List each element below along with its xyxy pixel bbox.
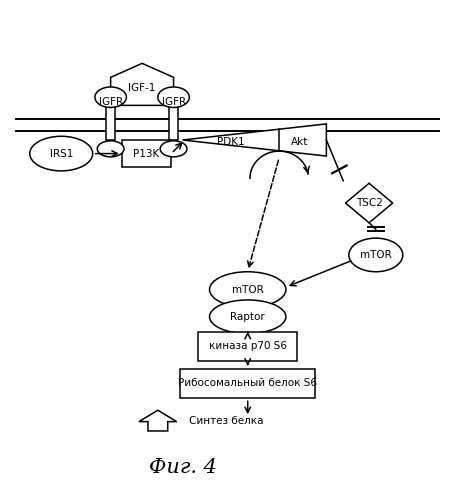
Text: IGFR: IGFR <box>162 96 186 106</box>
Text: TSC2: TSC2 <box>356 198 383 208</box>
Text: IGF-1: IGF-1 <box>128 83 156 93</box>
Polygon shape <box>345 183 393 223</box>
Polygon shape <box>182 124 326 156</box>
Text: IGFR: IGFR <box>99 96 123 106</box>
Ellipse shape <box>97 141 124 157</box>
FancyBboxPatch shape <box>106 88 116 140</box>
Text: Синтез белка: Синтез белка <box>189 416 264 426</box>
Ellipse shape <box>30 136 93 171</box>
Text: Akt: Akt <box>291 137 308 147</box>
Text: PDK1: PDK1 <box>217 137 245 147</box>
Text: mTOR: mTOR <box>232 284 263 294</box>
Text: Рибосомальный белок S6: Рибосомальный белок S6 <box>178 378 317 388</box>
FancyBboxPatch shape <box>180 369 315 398</box>
Ellipse shape <box>158 87 189 108</box>
FancyBboxPatch shape <box>122 140 172 167</box>
Polygon shape <box>139 410 177 431</box>
Text: IRS1: IRS1 <box>50 148 73 158</box>
Ellipse shape <box>160 141 187 157</box>
Ellipse shape <box>209 272 286 308</box>
Text: mTOR: mTOR <box>360 250 392 260</box>
Text: Raptor: Raptor <box>230 312 265 322</box>
Ellipse shape <box>349 238 403 272</box>
Ellipse shape <box>95 87 126 108</box>
Ellipse shape <box>209 300 286 334</box>
FancyBboxPatch shape <box>169 88 178 140</box>
Polygon shape <box>111 64 173 106</box>
Text: Фиг. 4: Фиг. 4 <box>149 458 217 477</box>
Text: киназа p70 S6: киназа p70 S6 <box>209 342 287 351</box>
Text: P13K: P13K <box>133 148 160 158</box>
FancyBboxPatch shape <box>198 332 297 361</box>
